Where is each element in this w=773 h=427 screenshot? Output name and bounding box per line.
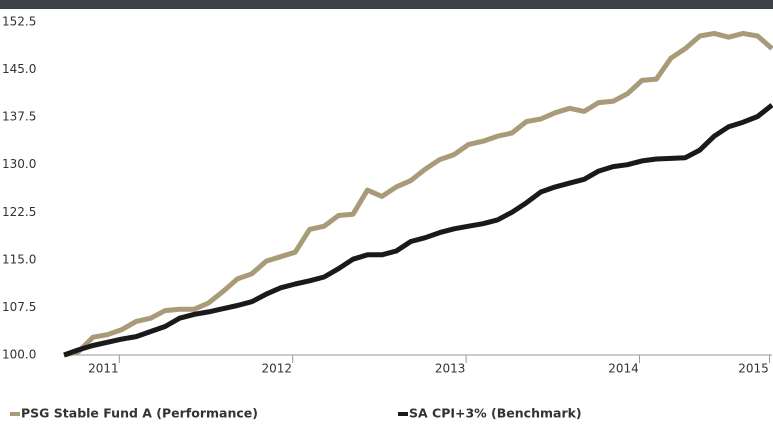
- x-tick-label: 2011: [88, 362, 119, 376]
- x-tick-label: 2012: [261, 362, 292, 376]
- series-line: [63, 103, 773, 358]
- y-tick-label: 152.5: [2, 15, 36, 29]
- y-tick-label: 107.5: [2, 300, 36, 314]
- series-line: [63, 30, 773, 358]
- y-tick-label: 100.0: [2, 348, 36, 362]
- legend-text: PSG Stable Fund A (Performance): [21, 406, 258, 421]
- y-tick-label: 130.0: [2, 157, 36, 171]
- legend-swatch: [398, 412, 408, 416]
- y-tick-label: 115.0: [2, 252, 36, 266]
- x-tick-label: 2014: [608, 362, 639, 376]
- y-tick-label: 137.5: [2, 110, 36, 124]
- y-tick-label: 145.0: [2, 62, 36, 76]
- header-bar: [0, 0, 773, 9]
- legend-swatch: [10, 412, 20, 416]
- y-tick-label: 122.5: [2, 205, 36, 219]
- x-tick-label: 2015: [738, 362, 769, 376]
- x-tick-label: 2013: [435, 362, 466, 376]
- legend-text: SA CPI+3% (Benchmark): [409, 406, 582, 421]
